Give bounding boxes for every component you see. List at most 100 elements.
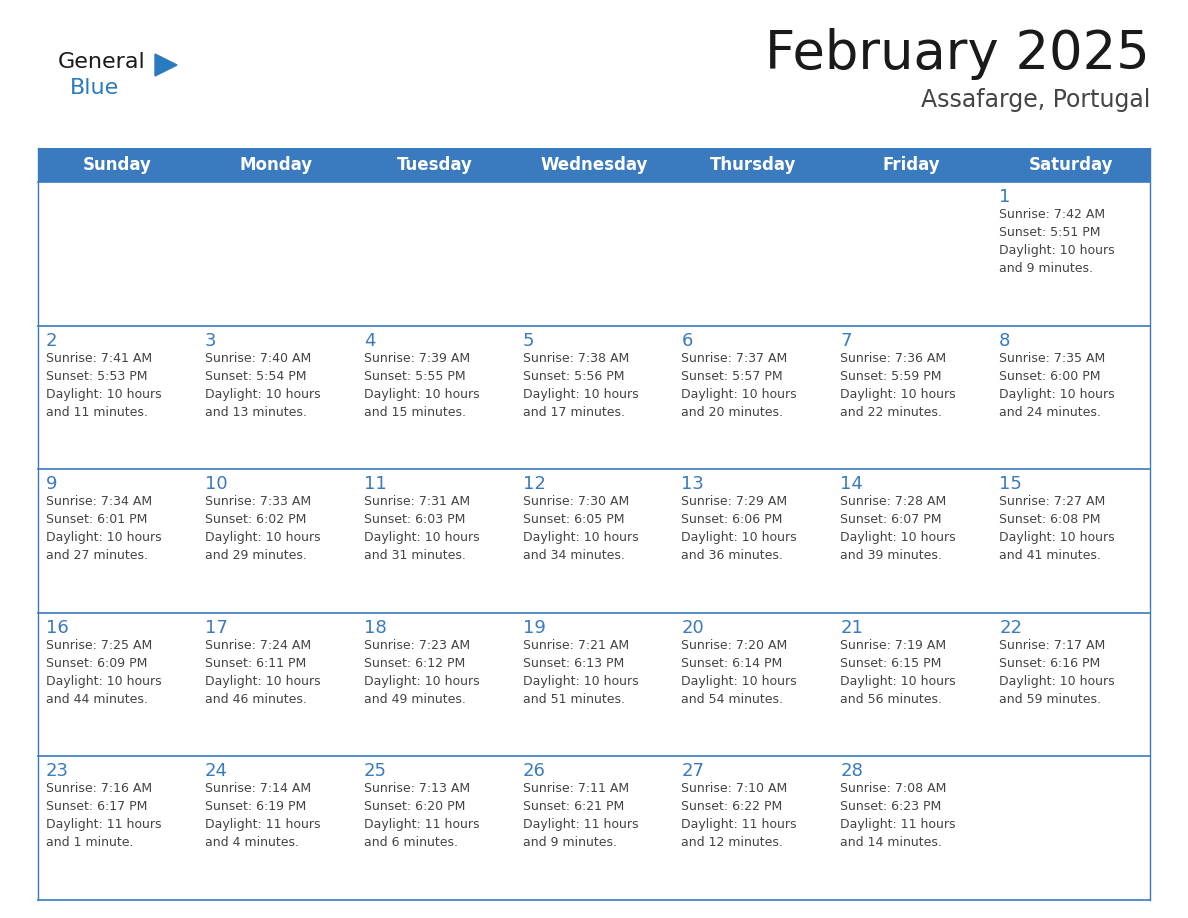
Text: Sunrise: 7:13 AM
Sunset: 6:20 PM
Daylight: 11 hours
and 6 minutes.: Sunrise: 7:13 AM Sunset: 6:20 PM Dayligh… [364,782,479,849]
Text: Sunrise: 7:21 AM
Sunset: 6:13 PM
Daylight: 10 hours
and 51 minutes.: Sunrise: 7:21 AM Sunset: 6:13 PM Dayligh… [523,639,638,706]
Text: Sunrise: 7:19 AM
Sunset: 6:15 PM
Daylight: 10 hours
and 56 minutes.: Sunrise: 7:19 AM Sunset: 6:15 PM Dayligh… [840,639,956,706]
Text: 25: 25 [364,763,387,780]
Text: 28: 28 [840,763,864,780]
Text: Tuesday: Tuesday [397,156,473,174]
Text: 17: 17 [204,619,228,637]
Bar [833,326,991,469]
Bar [514,756,674,900]
Text: Sunrise: 7:42 AM
Sunset: 5:51 PM
Daylight: 10 hours
and 9 minutes.: Sunrise: 7:42 AM Sunset: 5:51 PM Dayligh… [999,208,1114,275]
Bar [991,182,1150,326]
Bar [355,182,514,326]
Text: 24: 24 [204,763,228,780]
Text: Sunrise: 7:25 AM
Sunset: 6:09 PM
Daylight: 10 hours
and 44 minutes.: Sunrise: 7:25 AM Sunset: 6:09 PM Dayligh… [46,639,162,706]
Text: 21: 21 [840,619,864,637]
Text: Saturday: Saturday [1029,156,1113,174]
Text: Sunday: Sunday [83,156,152,174]
Text: 26: 26 [523,763,545,780]
Text: 23: 23 [46,763,69,780]
Bar [38,148,197,182]
Text: 7: 7 [840,331,852,350]
Bar [197,326,355,469]
Bar [833,148,991,182]
Bar [197,182,355,326]
Text: 3: 3 [204,331,216,350]
Text: Friday: Friday [883,156,941,174]
Bar [38,182,197,326]
Text: Monday: Monday [240,156,312,174]
Text: Sunrise: 7:20 AM
Sunset: 6:14 PM
Daylight: 10 hours
and 54 minutes.: Sunrise: 7:20 AM Sunset: 6:14 PM Dayligh… [682,639,797,706]
Bar [197,469,355,613]
Bar [674,469,833,613]
Text: Sunrise: 7:33 AM
Sunset: 6:02 PM
Daylight: 10 hours
and 29 minutes.: Sunrise: 7:33 AM Sunset: 6:02 PM Dayligh… [204,495,321,562]
Text: Sunrise: 7:11 AM
Sunset: 6:21 PM
Daylight: 11 hours
and 9 minutes.: Sunrise: 7:11 AM Sunset: 6:21 PM Dayligh… [523,782,638,849]
Bar [355,613,514,756]
Text: Wednesday: Wednesday [541,156,647,174]
Bar [514,326,674,469]
Text: Blue: Blue [70,78,119,98]
Text: 6: 6 [682,331,693,350]
Text: 5: 5 [523,331,535,350]
Bar [38,613,197,756]
Bar [355,326,514,469]
Text: 19: 19 [523,619,545,637]
Bar [514,148,674,182]
Text: Sunrise: 7:30 AM
Sunset: 6:05 PM
Daylight: 10 hours
and 34 minutes.: Sunrise: 7:30 AM Sunset: 6:05 PM Dayligh… [523,495,638,562]
Text: Sunrise: 7:40 AM
Sunset: 5:54 PM
Daylight: 10 hours
and 13 minutes.: Sunrise: 7:40 AM Sunset: 5:54 PM Dayligh… [204,352,321,419]
Text: Sunrise: 7:14 AM
Sunset: 6:19 PM
Daylight: 11 hours
and 4 minutes.: Sunrise: 7:14 AM Sunset: 6:19 PM Dayligh… [204,782,321,849]
Text: 4: 4 [364,331,375,350]
Text: 18: 18 [364,619,386,637]
Text: Sunrise: 7:37 AM
Sunset: 5:57 PM
Daylight: 10 hours
and 20 minutes.: Sunrise: 7:37 AM Sunset: 5:57 PM Dayligh… [682,352,797,419]
Bar [197,613,355,756]
Text: 14: 14 [840,476,864,493]
Text: Sunrise: 7:27 AM
Sunset: 6:08 PM
Daylight: 10 hours
and 41 minutes.: Sunrise: 7:27 AM Sunset: 6:08 PM Dayligh… [999,495,1114,562]
Bar [674,756,833,900]
Text: 2: 2 [46,331,57,350]
Bar [991,326,1150,469]
Text: Sunrise: 7:28 AM
Sunset: 6:07 PM
Daylight: 10 hours
and 39 minutes.: Sunrise: 7:28 AM Sunset: 6:07 PM Dayligh… [840,495,956,562]
Text: Sunrise: 7:38 AM
Sunset: 5:56 PM
Daylight: 10 hours
and 17 minutes.: Sunrise: 7:38 AM Sunset: 5:56 PM Dayligh… [523,352,638,419]
Text: 12: 12 [523,476,545,493]
Bar [514,469,674,613]
Text: 11: 11 [364,476,386,493]
Bar [991,756,1150,900]
Text: Sunrise: 7:17 AM
Sunset: 6:16 PM
Daylight: 10 hours
and 59 minutes.: Sunrise: 7:17 AM Sunset: 6:16 PM Dayligh… [999,639,1114,706]
Bar [833,182,991,326]
Bar [197,756,355,900]
Bar [355,756,514,900]
Text: 1: 1 [999,188,1011,206]
Bar [674,182,833,326]
Text: Sunrise: 7:35 AM
Sunset: 6:00 PM
Daylight: 10 hours
and 24 minutes.: Sunrise: 7:35 AM Sunset: 6:00 PM Dayligh… [999,352,1114,419]
Bar [833,613,991,756]
Bar [514,182,674,326]
Bar [833,469,991,613]
Bar [355,469,514,613]
Text: Sunrise: 7:34 AM
Sunset: 6:01 PM
Daylight: 10 hours
and 27 minutes.: Sunrise: 7:34 AM Sunset: 6:01 PM Dayligh… [46,495,162,562]
Text: 16: 16 [46,619,69,637]
Bar [674,326,833,469]
Text: Assafarge, Portugal: Assafarge, Portugal [921,88,1150,112]
Text: Sunrise: 7:41 AM
Sunset: 5:53 PM
Daylight: 10 hours
and 11 minutes.: Sunrise: 7:41 AM Sunset: 5:53 PM Dayligh… [46,352,162,419]
Bar [38,756,197,900]
Text: 20: 20 [682,619,704,637]
Text: General: General [58,52,146,72]
Bar [991,148,1150,182]
Text: Sunrise: 7:29 AM
Sunset: 6:06 PM
Daylight: 10 hours
and 36 minutes.: Sunrise: 7:29 AM Sunset: 6:06 PM Dayligh… [682,495,797,562]
Bar [674,148,833,182]
Text: Thursday: Thursday [709,156,796,174]
Text: Sunrise: 7:24 AM
Sunset: 6:11 PM
Daylight: 10 hours
and 46 minutes.: Sunrise: 7:24 AM Sunset: 6:11 PM Dayligh… [204,639,321,706]
Text: 22: 22 [999,619,1022,637]
Text: 13: 13 [682,476,704,493]
Text: 15: 15 [999,476,1022,493]
Text: 27: 27 [682,763,704,780]
Bar [833,756,991,900]
Text: Sunrise: 7:16 AM
Sunset: 6:17 PM
Daylight: 11 hours
and 1 minute.: Sunrise: 7:16 AM Sunset: 6:17 PM Dayligh… [46,782,162,849]
Text: Sunrise: 7:23 AM
Sunset: 6:12 PM
Daylight: 10 hours
and 49 minutes.: Sunrise: 7:23 AM Sunset: 6:12 PM Dayligh… [364,639,479,706]
Text: 8: 8 [999,331,1011,350]
Bar [38,326,197,469]
Bar [38,469,197,613]
Bar [355,148,514,182]
Text: February 2025: February 2025 [765,28,1150,80]
Polygon shape [154,54,177,76]
Text: 9: 9 [46,476,57,493]
Text: Sunrise: 7:39 AM
Sunset: 5:55 PM
Daylight: 10 hours
and 15 minutes.: Sunrise: 7:39 AM Sunset: 5:55 PM Dayligh… [364,352,479,419]
